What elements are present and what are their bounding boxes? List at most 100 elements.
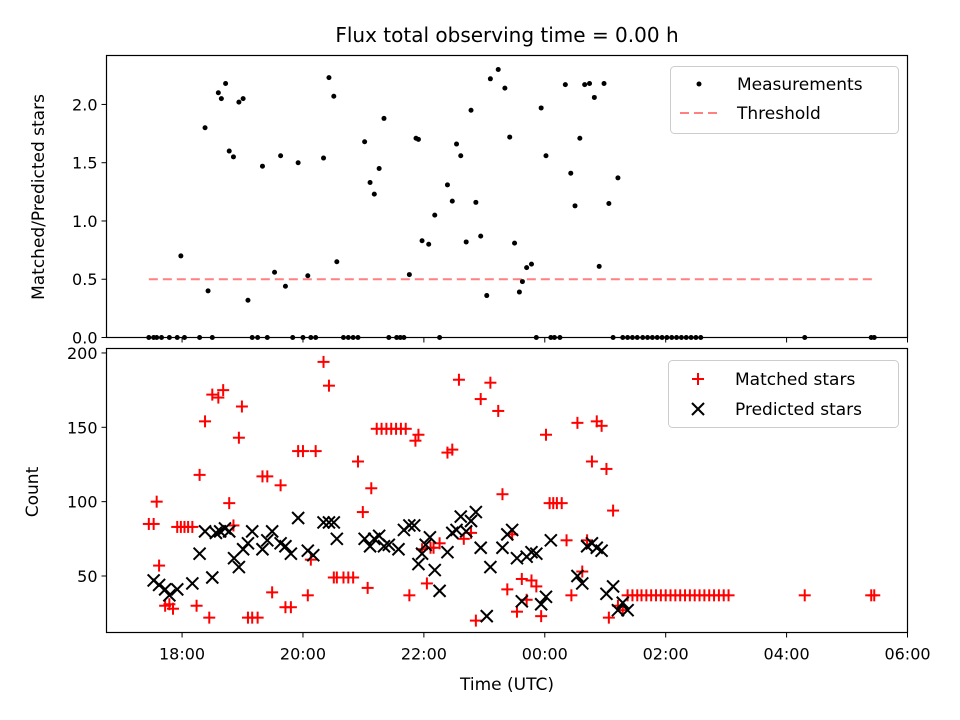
bottom-y-axis-label: Count [23, 466, 43, 517]
x-tick-label: 20:00 [280, 645, 326, 664]
matched-star-point [581, 534, 594, 547]
measurement-point [381, 115, 387, 121]
measurement-point [606, 200, 612, 206]
measurement-point [524, 265, 530, 271]
predicted-star-point [606, 579, 620, 594]
predicted-star-point [418, 538, 433, 552]
measurement-point [516, 289, 522, 295]
matched-star-point [150, 495, 163, 508]
matched-star-point [284, 601, 297, 614]
matched-star-point [602, 611, 615, 624]
matched-star-point [153, 559, 166, 572]
predicted-star-point [432, 584, 447, 598]
legend-predicted-label: Predicted stars [735, 400, 862, 420]
measurement-point [507, 134, 513, 140]
bottom-y-tick-label: 100 [67, 493, 98, 512]
predicted-star-point [232, 560, 246, 574]
measurement-point [419, 238, 425, 244]
top-plot-panel: 0.00.51.01.52.0 Matched/Predicted stars … [29, 54, 909, 348]
predicted-star-point [616, 596, 630, 610]
top-y-tick-label: 2.0 [72, 95, 97, 114]
matched-star-point [585, 455, 598, 468]
measurement-point [458, 153, 464, 159]
matched-star-point [296, 445, 309, 458]
matched-star-point [501, 583, 514, 596]
measurement-point [543, 153, 549, 159]
matched-star-point [600, 462, 613, 475]
measurement-point [230, 154, 236, 160]
matched-star-point [530, 580, 543, 593]
measurement-point [454, 141, 460, 147]
measurement-point [331, 93, 337, 99]
measurement-point [218, 96, 224, 102]
predicted-star-point [459, 524, 473, 539]
predicted-star-point [454, 509, 468, 524]
measurement-point [240, 96, 246, 102]
predicted-star-point [480, 609, 494, 623]
matched-star-point [301, 589, 314, 602]
predicted-star-point [185, 576, 200, 591]
matched-star-point [190, 599, 203, 612]
matched-star-point [595, 419, 608, 432]
measurement-point [202, 125, 208, 131]
predicted-star-point [291, 511, 305, 525]
measurement-point [582, 82, 588, 88]
matched-star-point [722, 589, 735, 602]
bottom-legend-box [668, 360, 899, 428]
measurement-point [601, 80, 607, 86]
measurement-point [444, 182, 450, 188]
top-y-tick-label: 0.5 [72, 270, 97, 289]
predicted-star-point [402, 518, 417, 533]
predicted-star-point [534, 597, 548, 611]
measurement-point [426, 241, 432, 247]
predicted-star-point [575, 576, 589, 591]
predicted-star-point [152, 578, 166, 592]
predicted-star-point [162, 588, 177, 603]
measurement-point [226, 148, 232, 154]
bottom-y-tick-label: 150 [67, 418, 98, 437]
matched-star-point [193, 468, 206, 481]
top-legend: Measurements Threshold [670, 66, 899, 134]
predicted-star-point [357, 532, 372, 546]
measurement-point [568, 170, 574, 176]
predicted-star-point [495, 541, 510, 555]
measurement-point [362, 139, 368, 145]
matched-star-point [266, 586, 279, 599]
predicted-star-point [505, 523, 519, 537]
measurement-point [178, 253, 184, 259]
measurement-point [305, 273, 311, 279]
matched-star-point [322, 379, 335, 392]
matched-star-point [274, 479, 287, 492]
measurement-point [205, 288, 211, 294]
matched-star-point [510, 605, 523, 618]
top-axes: 0.0 0.5 1.0 1.5 2.0 [72, 95, 908, 348]
matched-star-point [223, 497, 236, 510]
matched-star-point [607, 504, 620, 517]
matched-star-point [798, 589, 811, 602]
measurement-point [321, 155, 327, 161]
matched-star-point [365, 482, 378, 495]
measurement-point [519, 279, 525, 285]
top-plot-frame [105, 54, 909, 339]
bottom-y-tick-label: 50 [77, 567, 97, 586]
bottom-y-tick-label: 200 [67, 344, 98, 363]
predicted-star-point [407, 518, 421, 533]
measurement-point [478, 233, 484, 239]
measurement-point [223, 80, 229, 86]
measurement-point [215, 90, 221, 96]
predicted-star-point [428, 563, 442, 577]
measurement-point [376, 166, 382, 172]
measurement-point [371, 191, 377, 197]
matched-star-point [492, 404, 505, 417]
legend-threshold-label: Threshold [736, 104, 821, 124]
predicted-star-point [415, 546, 429, 561]
bottom-plot-frame [105, 347, 909, 634]
matched-star-point [515, 572, 528, 585]
predicted-star-point [198, 524, 212, 539]
legend-measurements-marker [696, 81, 702, 87]
predicted-star-point [464, 514, 478, 528]
measurement-point [468, 107, 474, 113]
matched-star-point [251, 611, 264, 624]
predicted-star-point [483, 560, 498, 574]
